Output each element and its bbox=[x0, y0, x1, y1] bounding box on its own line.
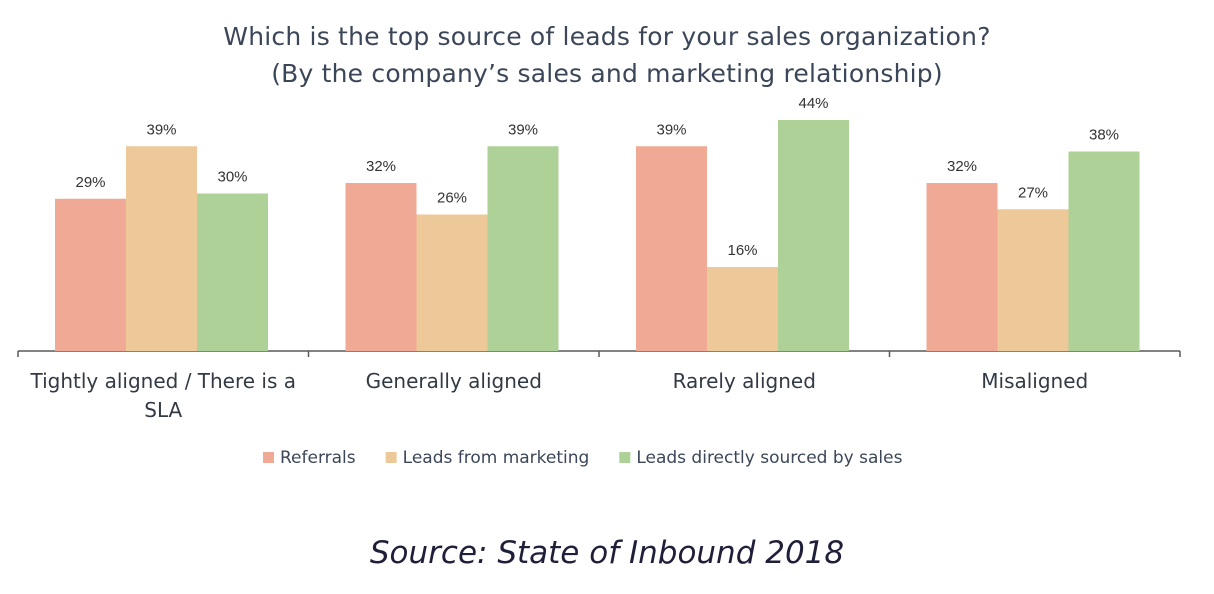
bar bbox=[778, 120, 849, 351]
bar bbox=[926, 183, 998, 351]
data-label: 39% bbox=[146, 121, 176, 138]
data-label: 32% bbox=[366, 158, 396, 175]
legend-swatch bbox=[619, 452, 631, 463]
legend-label: Referrals bbox=[280, 448, 356, 468]
category-label: Tightly aligned / There is a bbox=[29, 369, 296, 393]
data-label: 44% bbox=[798, 95, 828, 112]
category-label: Rarely aligned bbox=[673, 369, 816, 393]
data-label: 26% bbox=[437, 190, 467, 207]
bar bbox=[707, 267, 778, 351]
bar bbox=[345, 183, 417, 351]
legend-swatch bbox=[385, 452, 397, 463]
bar bbox=[636, 146, 707, 351]
legend-label: Leads from marketing bbox=[403, 448, 590, 468]
legend-label: Leads directly sourced by sales bbox=[636, 448, 902, 468]
category-label: Misaligned bbox=[981, 369, 1088, 393]
data-label: 30% bbox=[217, 169, 247, 186]
data-label: 32% bbox=[947, 158, 977, 175]
source-caption: Source: State of Inbound 2018 bbox=[369, 535, 845, 571]
chart-title-line-2: (By the company’s sales and marketing re… bbox=[271, 59, 943, 88]
data-label: 39% bbox=[508, 121, 538, 138]
bar bbox=[197, 193, 268, 351]
data-label: 29% bbox=[75, 174, 105, 191]
bar bbox=[126, 146, 197, 351]
data-label: 27% bbox=[1018, 184, 1048, 201]
data-label: 16% bbox=[727, 242, 757, 259]
category-label: Generally aligned bbox=[366, 369, 542, 393]
legend-swatch bbox=[263, 452, 274, 463]
category-label: SLA bbox=[144, 398, 182, 422]
data-label: 39% bbox=[656, 121, 686, 138]
chart-title-line-1: Which is the top source of leads for you… bbox=[223, 22, 991, 51]
data-label: 38% bbox=[1089, 127, 1119, 144]
bar bbox=[997, 209, 1069, 351]
bar bbox=[55, 198, 126, 351]
bar bbox=[416, 214, 488, 351]
bar bbox=[1068, 151, 1140, 351]
bar bbox=[487, 146, 559, 351]
